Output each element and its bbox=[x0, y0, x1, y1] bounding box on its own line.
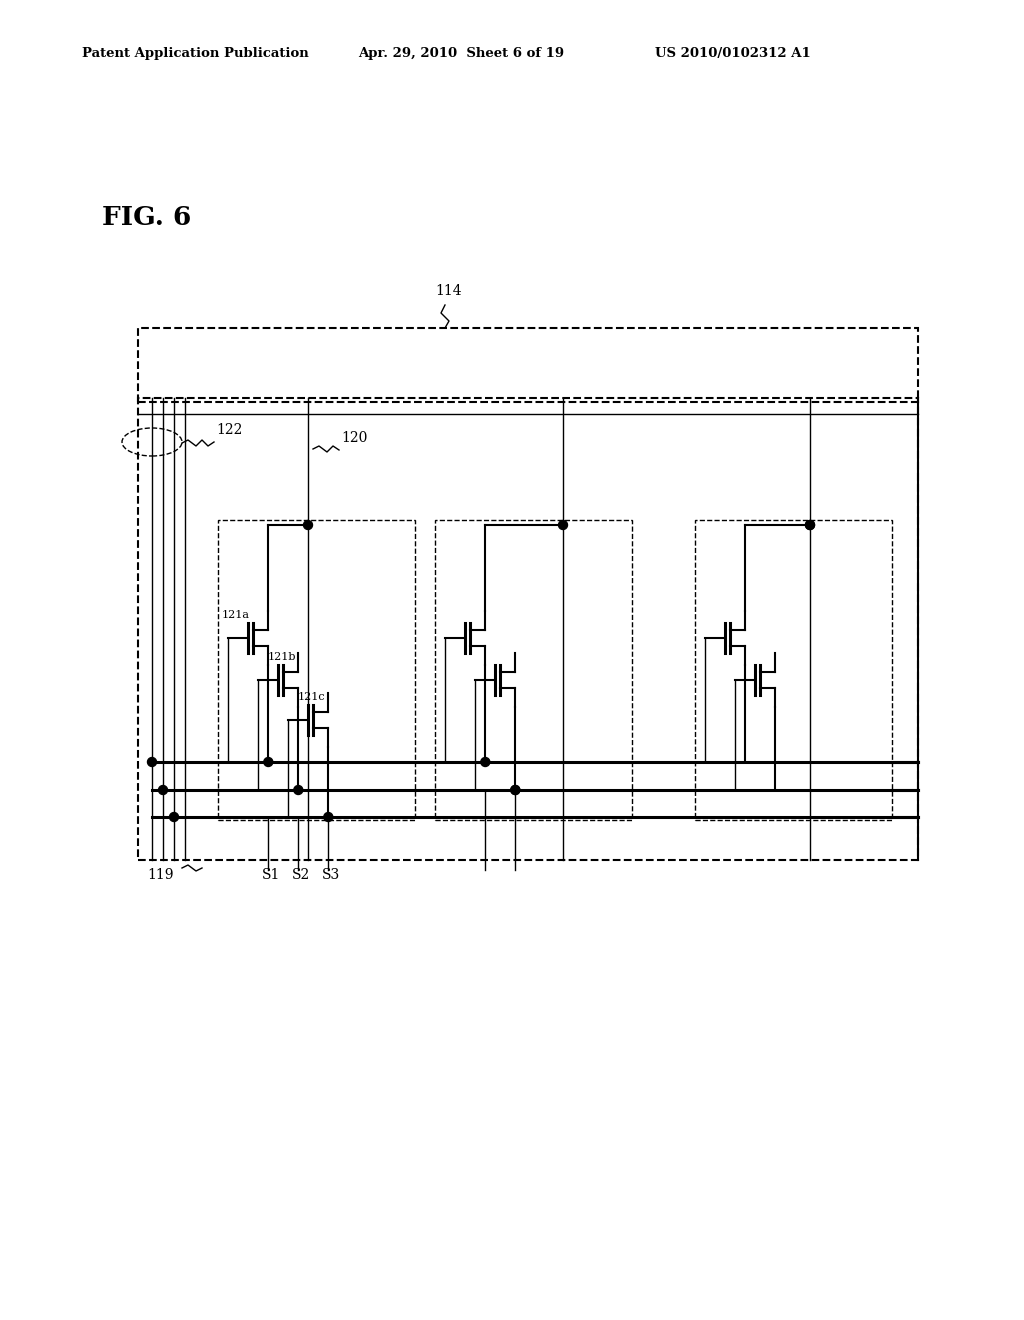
Bar bbox=[218, 520, 415, 820]
Text: 121a: 121a bbox=[222, 610, 250, 620]
Bar bbox=[138, 327, 918, 403]
Text: FIG. 6: FIG. 6 bbox=[102, 205, 191, 230]
Text: 114: 114 bbox=[435, 284, 462, 298]
Text: S1: S1 bbox=[262, 869, 281, 882]
Circle shape bbox=[170, 813, 178, 821]
Circle shape bbox=[511, 785, 520, 795]
Bar bbox=[435, 520, 632, 820]
Text: ...: ... bbox=[640, 752, 654, 766]
Circle shape bbox=[303, 520, 312, 529]
Bar bbox=[695, 520, 892, 820]
Text: Patent Application Publication: Patent Application Publication bbox=[82, 48, 309, 59]
Text: 119: 119 bbox=[147, 869, 173, 882]
Circle shape bbox=[324, 813, 333, 821]
Circle shape bbox=[806, 520, 814, 529]
Circle shape bbox=[806, 520, 814, 529]
Text: Apr. 29, 2010  Sheet 6 of 19: Apr. 29, 2010 Sheet 6 of 19 bbox=[358, 48, 564, 59]
Circle shape bbox=[511, 785, 520, 795]
Circle shape bbox=[147, 758, 157, 767]
Text: S3: S3 bbox=[323, 869, 341, 882]
Circle shape bbox=[294, 785, 303, 795]
Circle shape bbox=[264, 758, 272, 767]
Circle shape bbox=[481, 758, 489, 767]
Text: ...: ... bbox=[640, 807, 654, 821]
Bar bbox=[138, 399, 918, 861]
Text: 120: 120 bbox=[341, 432, 368, 445]
Circle shape bbox=[558, 520, 567, 529]
Circle shape bbox=[159, 785, 168, 795]
Text: 121b: 121b bbox=[268, 652, 297, 663]
Text: ...: ... bbox=[640, 780, 654, 795]
Text: 121c: 121c bbox=[298, 692, 326, 702]
Text: US 2010/0102312 A1: US 2010/0102312 A1 bbox=[655, 48, 811, 59]
Text: S2: S2 bbox=[292, 869, 310, 882]
Text: 122: 122 bbox=[216, 422, 243, 437]
